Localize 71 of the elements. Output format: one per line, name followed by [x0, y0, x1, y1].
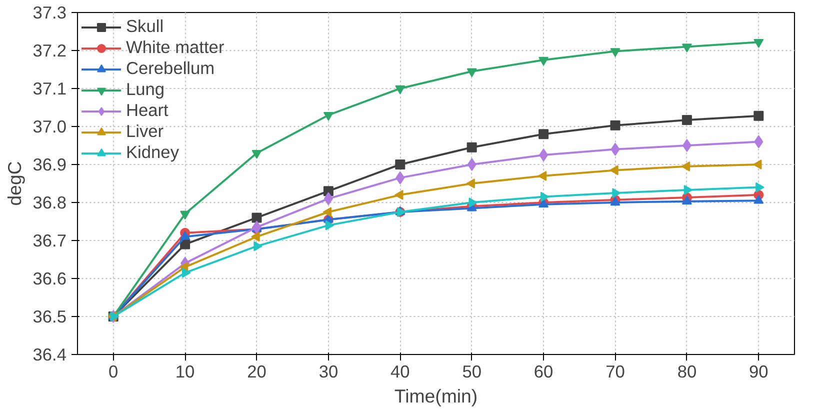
point [754, 135, 764, 148]
point [682, 44, 692, 52]
point [396, 171, 405, 184]
point [252, 212, 262, 223]
x-tick-label: 50 [462, 362, 482, 382]
point [467, 158, 476, 171]
x-tick-label: 40 [390, 362, 410, 382]
x-tick-label: 20 [247, 362, 266, 382]
point [466, 178, 475, 188]
point [182, 268, 191, 278]
point [682, 139, 692, 152]
point [610, 120, 620, 130]
point [610, 165, 618, 176]
x-tick-label: 30 [318, 362, 338, 382]
point [395, 160, 406, 170]
y-tick-label: 36.7 [32, 230, 67, 250]
point [468, 198, 478, 208]
point [538, 56, 549, 66]
legend-label: Liver [126, 121, 164, 142]
point [612, 188, 621, 198]
point [538, 129, 549, 140]
point [754, 110, 764, 121]
point [251, 232, 260, 242]
point [252, 150, 262, 159]
point [254, 241, 262, 252]
x-tick-label: 70 [606, 362, 625, 382]
point [395, 85, 406, 94]
legend-label: Cerebellum [126, 58, 215, 79]
legend-label: Lung [126, 79, 165, 100]
x-tick-label: 0 [108, 362, 118, 382]
point [466, 142, 477, 152]
point [754, 39, 764, 48]
legend-label: Heart [126, 100, 168, 121]
legend-label: Skull [126, 16, 164, 37]
point [684, 184, 693, 195]
point [540, 192, 550, 202]
point [325, 220, 334, 230]
x-tick-label: 10 [175, 362, 195, 382]
x-tick-label: 90 [749, 362, 768, 382]
y-tick-label: 36.8 [32, 192, 67, 212]
y-tick-label: 36.5 [32, 306, 67, 326]
point [539, 148, 548, 162]
point [394, 190, 404, 200]
point [756, 182, 764, 192]
point [538, 170, 547, 181]
y-tick-label: 36.9 [32, 154, 67, 174]
point [682, 115, 692, 126]
legend-label: White matter [126, 37, 224, 58]
point [466, 68, 477, 78]
point [324, 192, 333, 206]
y-tick-label: 36.4 [32, 344, 67, 364]
point [322, 207, 332, 217]
legend-label: Kidney [126, 142, 179, 163]
x-tick-label: 60 [534, 362, 554, 382]
y-tick-label: 37.2 [32, 40, 67, 60]
point [610, 142, 620, 156]
point [754, 194, 764, 204]
y-tick-label: 37.3 [32, 2, 67, 22]
x-axis-title: Time(min) [394, 386, 478, 406]
point [323, 112, 334, 121]
point [681, 161, 690, 172]
point [180, 231, 190, 240]
y-tick-label: 37.0 [32, 116, 67, 136]
point [682, 196, 692, 204]
point [610, 48, 620, 57]
y-tick-label: 36.6 [32, 268, 67, 288]
y-axis-title: degC [4, 161, 25, 206]
point [752, 160, 762, 170]
x-tick-label: 80 [677, 362, 697, 382]
point [252, 220, 262, 234]
y-tick-label: 37.1 [32, 78, 67, 98]
